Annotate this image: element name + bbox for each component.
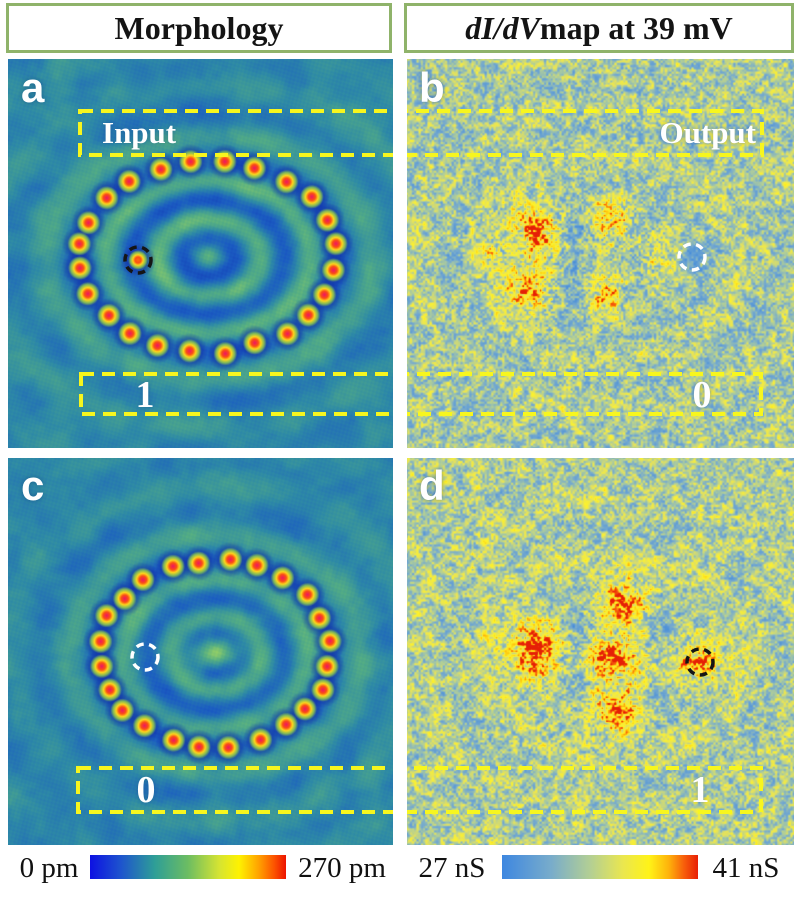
row1-input-bit: 1 <box>135 374 155 416</box>
stm-morphology-image-a <box>8 59 395 450</box>
didv-header-rest-text: map at 39 mV <box>539 9 733 46</box>
column-header-morphology: Morphology <box>6 3 392 53</box>
didv-map-image-d <box>406 457 794 845</box>
input-band-label: Input <box>102 115 177 150</box>
height-scale-min-label: 0 pm <box>19 852 79 884</box>
morphology-header-text: Morphology <box>114 9 284 46</box>
output-band-label: Output <box>659 115 756 150</box>
height-scale-max-label: 270 pm <box>298 852 386 884</box>
didv-italic-text: dI/dV <box>465 9 540 46</box>
stm-morphology-image-c <box>8 457 395 845</box>
panel-label-d: d <box>419 462 445 509</box>
column-header-didv-map: dI/dV map at 39 mV <box>404 3 794 53</box>
height-colorbar <box>90 855 286 879</box>
conductance-colorbar <box>502 855 698 879</box>
row2-output-bit: 1 <box>690 769 710 811</box>
panel-label-a: a <box>21 64 45 111</box>
row2-input-bit: 0 <box>136 769 156 811</box>
panel-label-c: c <box>21 462 45 509</box>
row1-output-bit: 0 <box>692 374 712 416</box>
conductance-scale-max-label: 41 nS <box>712 852 780 884</box>
panel-label-b: b <box>419 64 445 111</box>
conductance-scale-min-label: 27 nS <box>418 852 486 884</box>
